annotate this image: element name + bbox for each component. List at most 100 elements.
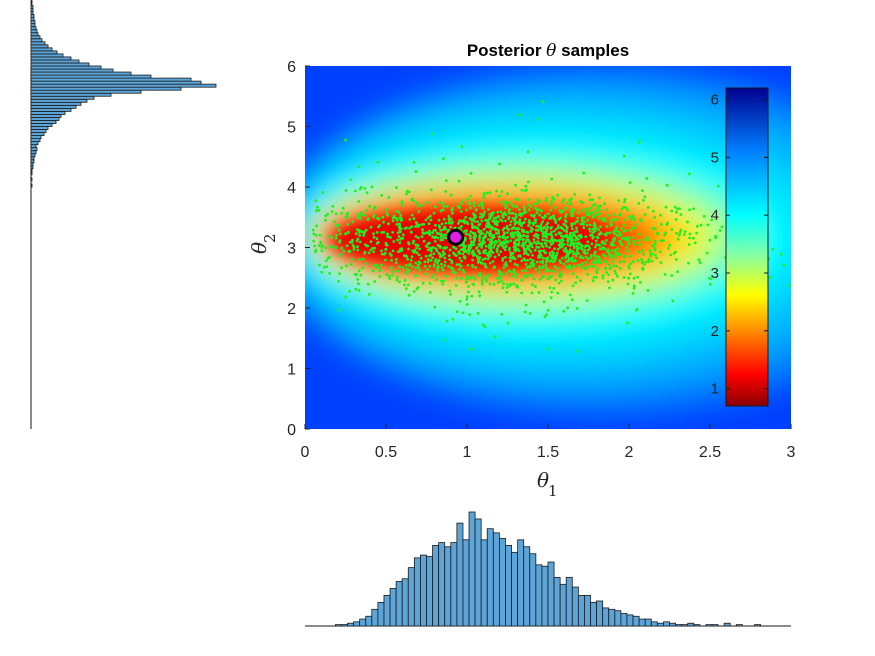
sample-point xyxy=(688,208,691,212)
colorbar-tick-label: 2 xyxy=(711,323,719,340)
sample-point xyxy=(383,251,387,255)
sample-point xyxy=(513,234,516,238)
sample-point xyxy=(344,138,347,142)
sample-point xyxy=(363,250,367,254)
sample-point xyxy=(468,202,472,206)
sample-point xyxy=(640,261,644,265)
sample-point xyxy=(659,213,662,217)
sample-point xyxy=(459,202,463,205)
sample-point xyxy=(581,201,585,205)
sample-point xyxy=(556,224,560,228)
sample-point xyxy=(352,248,356,251)
theta1-hist-bar xyxy=(577,595,585,627)
sample-point xyxy=(559,211,563,214)
sample-point xyxy=(568,250,572,254)
sample-point xyxy=(325,265,329,268)
theta2-hist-bar xyxy=(30,68,114,73)
sample-point xyxy=(479,212,483,216)
sample-point xyxy=(460,145,464,148)
sample-point xyxy=(432,264,436,268)
sample-point xyxy=(447,214,451,218)
sample-point xyxy=(513,257,517,261)
sample-point xyxy=(564,246,568,250)
sample-point xyxy=(443,260,447,264)
sample-point xyxy=(609,243,613,247)
sample-point xyxy=(440,262,443,266)
sample-point xyxy=(429,188,433,192)
sample-point xyxy=(500,312,503,316)
theta2-hist-bar xyxy=(30,126,49,130)
theta1-hist-bar xyxy=(590,601,597,627)
theta1-hist-bar xyxy=(474,518,482,627)
sample-point xyxy=(551,255,554,258)
sample-point xyxy=(395,209,399,213)
sample-point xyxy=(337,280,340,283)
sample-point xyxy=(444,179,448,183)
sample-point xyxy=(527,247,531,250)
sample-point xyxy=(432,211,436,215)
sample-point xyxy=(481,207,485,210)
sample-point xyxy=(555,251,559,255)
sample-point xyxy=(351,244,355,247)
sample-point xyxy=(688,232,692,236)
sample-point xyxy=(595,271,599,275)
sample-point xyxy=(428,282,432,285)
sample-point xyxy=(399,214,403,217)
sample-point xyxy=(599,231,602,235)
sample-point xyxy=(523,310,527,314)
sample-point xyxy=(488,226,491,229)
sample-point xyxy=(430,275,434,279)
sample-point xyxy=(548,251,552,255)
sample-point xyxy=(504,241,507,244)
sample-point xyxy=(556,247,560,251)
sample-point xyxy=(483,257,487,260)
sample-point xyxy=(697,258,701,262)
sample-point xyxy=(394,261,398,265)
sample-point xyxy=(568,198,572,202)
sample-point xyxy=(357,200,361,203)
sample-point xyxy=(593,227,597,231)
sample-point xyxy=(583,220,586,224)
sample-point xyxy=(616,234,620,238)
sample-point xyxy=(557,226,560,230)
sample-point xyxy=(396,231,400,235)
sample-point xyxy=(401,236,405,240)
theta1-hist-bar xyxy=(468,511,476,627)
sample-point xyxy=(504,206,508,210)
sample-point xyxy=(531,245,534,249)
sample-point xyxy=(441,282,445,286)
sample-point xyxy=(667,247,670,250)
sample-point xyxy=(596,206,600,210)
sample-point xyxy=(420,235,424,239)
sample-point xyxy=(359,211,363,215)
theta2-hist-bar xyxy=(30,153,36,158)
sample-point xyxy=(333,246,337,250)
sample-point xyxy=(618,253,622,257)
sample-point xyxy=(526,150,530,154)
sample-point xyxy=(548,286,552,290)
sample-point xyxy=(372,213,376,217)
sample-point xyxy=(573,258,577,262)
sample-point xyxy=(464,244,467,248)
sample-point xyxy=(314,248,318,252)
sample-point xyxy=(324,259,328,263)
sample-point xyxy=(562,222,566,226)
sample-point xyxy=(563,229,566,232)
sample-point xyxy=(586,272,589,276)
sample-point xyxy=(497,235,501,239)
sample-point xyxy=(410,225,414,229)
sample-point xyxy=(345,264,348,268)
theta2-hist-bar xyxy=(30,50,58,55)
sample-point xyxy=(571,242,575,246)
x-tick-label: 0 xyxy=(301,444,310,461)
sample-point xyxy=(508,208,512,211)
sample-point xyxy=(507,215,511,219)
theta1-hist-bar xyxy=(553,576,561,627)
sample-point xyxy=(538,278,542,281)
theta1-hist-bar xyxy=(353,621,361,627)
sample-point xyxy=(408,262,412,266)
sample-point xyxy=(465,298,469,301)
sample-point xyxy=(435,249,439,253)
sample-point xyxy=(538,260,542,264)
sample-point xyxy=(443,264,446,267)
